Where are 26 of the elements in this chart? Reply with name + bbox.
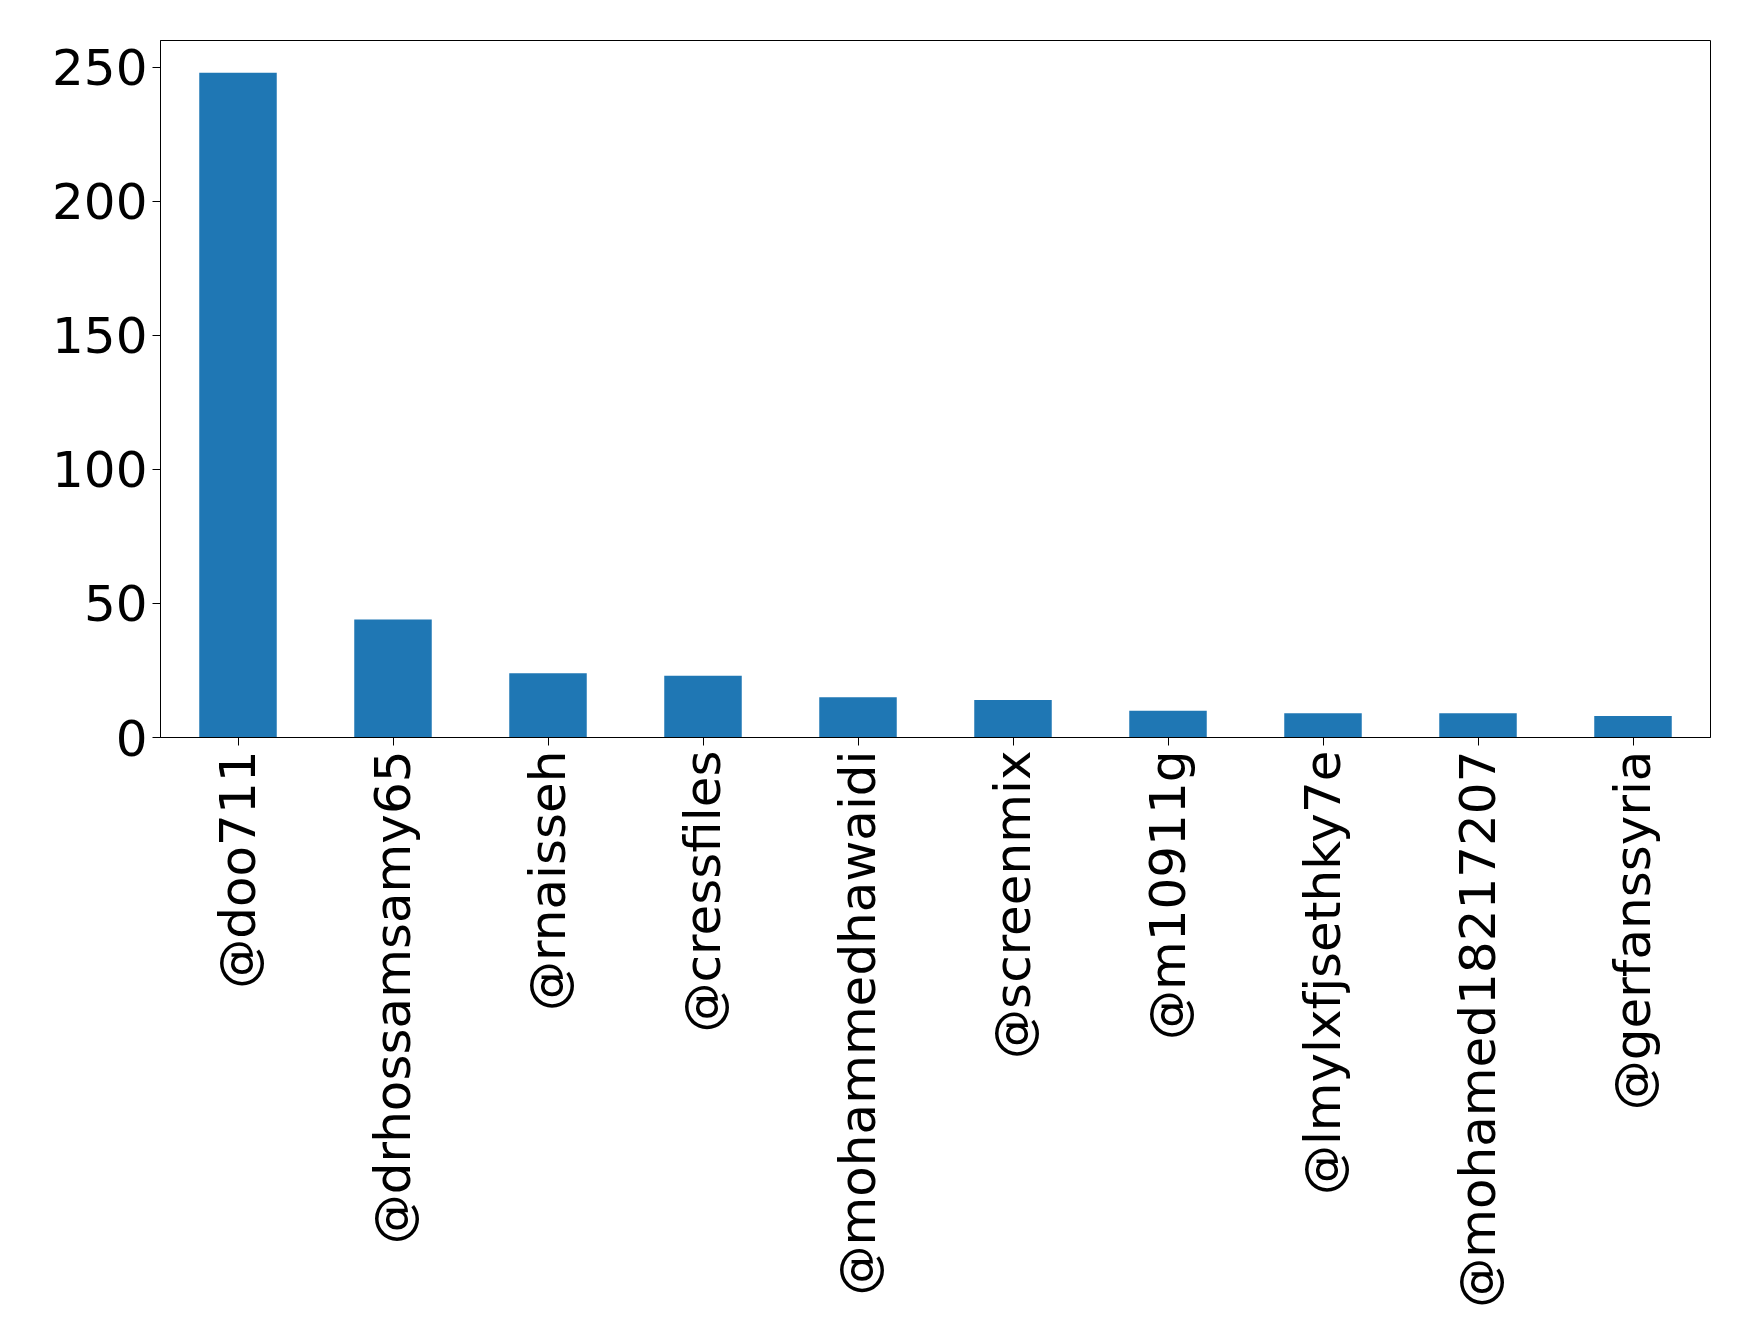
y-tick-label: 100 — [52, 441, 148, 500]
bar — [354, 619, 432, 738]
x-tick-label: @doo711 — [209, 750, 267, 989]
bar — [1594, 716, 1672, 738]
x-tick-label: @lmylxfjsethky7e — [1294, 750, 1352, 1196]
x-tick-label: @gerfanssyria — [1604, 750, 1662, 1111]
y-tick-label: 50 — [83, 575, 148, 634]
x-tick-label: @m10911g — [1139, 750, 1197, 1040]
y-tick-label: 200 — [52, 173, 148, 232]
y-tick-label: 150 — [52, 307, 148, 366]
bar — [1284, 713, 1362, 738]
bar — [664, 675, 742, 738]
x-tick-label: @drhossamsamy65 — [364, 750, 422, 1245]
bar — [1439, 713, 1517, 738]
x-tick-label: @mohammedhawaidi — [829, 750, 887, 1296]
bar — [1129, 710, 1207, 738]
x-tick-label: @cressfiles — [674, 750, 732, 1033]
bar — [819, 697, 897, 738]
bar — [199, 72, 277, 738]
y-tick-label: 0 — [115, 709, 148, 768]
x-tick-label: @screenmix — [984, 750, 1042, 1059]
y-tick-label: 250 — [52, 39, 148, 98]
bar — [974, 699, 1052, 738]
x-tick-label: @rnaisseh — [519, 750, 577, 1011]
bar — [509, 673, 587, 738]
x-tick-label: @mohamed18217207 — [1449, 750, 1507, 1308]
